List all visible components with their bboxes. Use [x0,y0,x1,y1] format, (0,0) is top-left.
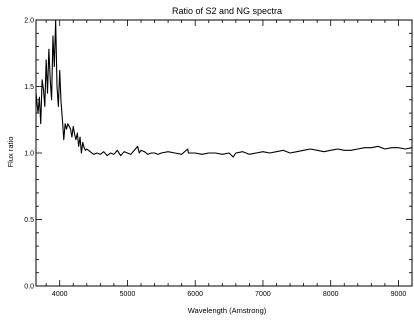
x-tick-label: 6000 [187,291,203,298]
y-tick-label: 0.0 [24,284,34,291]
axis-ticks [36,19,413,287]
series-line [35,19,413,158]
y-tick-label: 1.5 [24,84,34,91]
x-tick-label: 9000 [391,291,407,298]
x-tick-label: 7000 [255,291,271,298]
x-tick-label: 5000 [120,291,136,298]
y-tick-label: 0.5 [24,217,34,224]
x-tick-label: 8000 [323,291,339,298]
y-axis-label: Flux ratio [6,137,15,168]
y-tick-label: 2.0 [24,18,34,25]
chart-title: Ratio of S2 and NG spectra [172,6,282,16]
tick-labels: 4000 5000 6000 7000 8000 9000 0.0 0.5 1.0 1.5 2.0 [24,18,406,299]
x-axis-label: Wavelength (Amstrong) [188,306,267,315]
x-tick-label: 4000 [52,291,68,298]
y-tick-label: 1.0 [24,151,34,158]
